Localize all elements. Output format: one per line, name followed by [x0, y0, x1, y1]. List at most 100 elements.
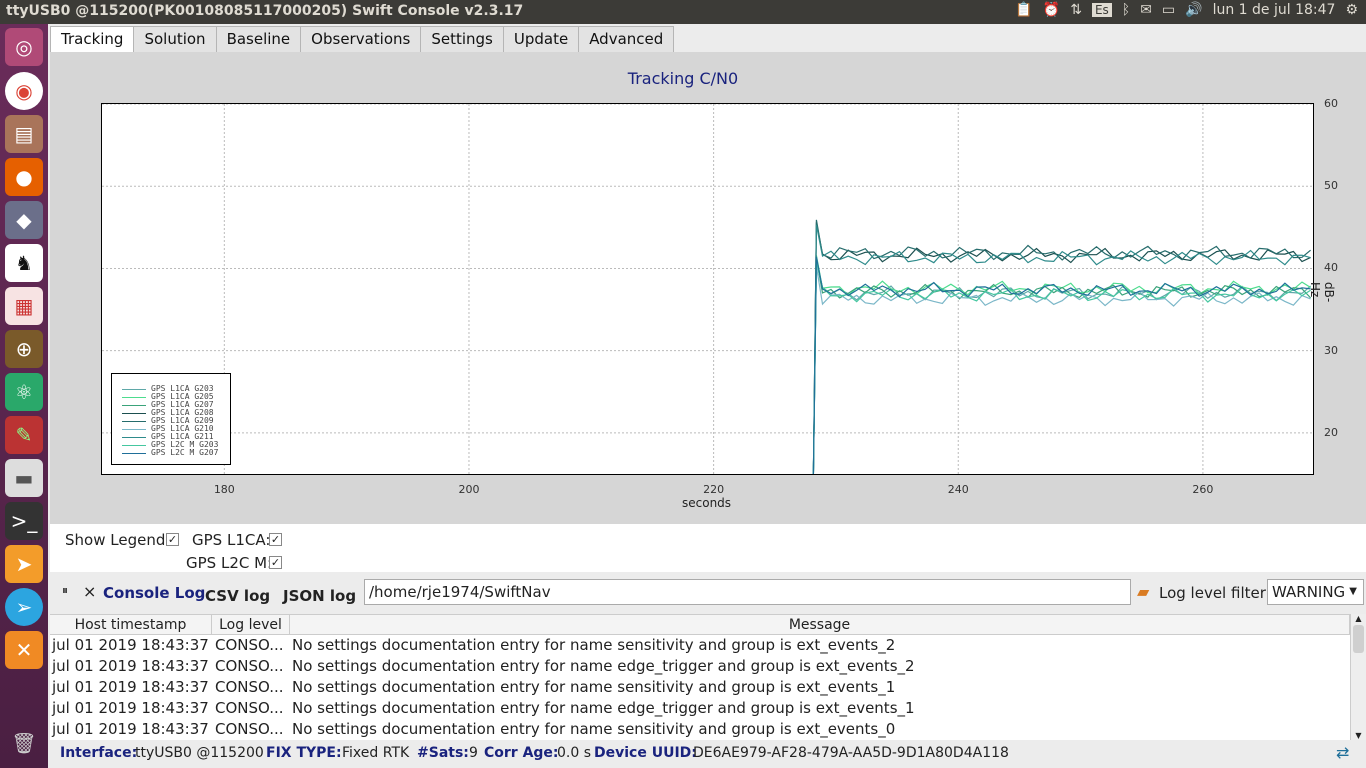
- row-timestamp: jul 01 2019 18:43:37: [52, 657, 209, 675]
- col-message[interactable]: Message: [290, 615, 1350, 635]
- x-tick-label: 200: [458, 483, 480, 496]
- log-table[interactable]: Host timestamp Log level Message jul 01 …: [50, 614, 1366, 740]
- battery-icon[interactable]: ▭: [1161, 2, 1176, 18]
- interface-label: Interface:: [60, 745, 138, 761]
- keyboard-language-indicator[interactable]: Es: [1091, 3, 1112, 17]
- device-uuid-label: Device UUID:: [594, 745, 697, 761]
- disk-drive-icon[interactable]: ▬: [5, 459, 43, 497]
- main-tabs: Tracking Solution Baseline Observations …: [50, 26, 675, 53]
- series-line: [812, 261, 1311, 474]
- settings-gear-icon[interactable]: ⚙: [1345, 2, 1358, 18]
- scroll-up-icon[interactable]: ▲: [1355, 614, 1362, 623]
- clipboard-icon[interactable]: 📋: [1015, 2, 1033, 18]
- legend-entry: GPS L1CA G205: [122, 393, 214, 401]
- gps-l1ca-label: GPS L1CA:: [192, 531, 271, 549]
- tab-baseline[interactable]: Baseline: [215, 26, 302, 52]
- show-legend-label: Show Legend:: [65, 531, 171, 549]
- x-tick-label: 260: [1192, 483, 1214, 496]
- row-level: CONSO...: [215, 678, 284, 696]
- volume-icon[interactable]: 🔊: [1185, 2, 1203, 18]
- legend-label: GPS L1CA G207: [151, 400, 214, 409]
- console-log-tab[interactable]: Console Log: [103, 584, 206, 602]
- log-level-filter-label: Log level filter:: [1159, 584, 1271, 602]
- legend-label: GPS L2C M G203: [151, 440, 219, 449]
- legend-label: GPS L1CA G205: [151, 392, 214, 401]
- legend-swatch: [122, 436, 146, 438]
- legend-label: GPS L1CA G209: [151, 416, 214, 425]
- csv-log-tab[interactable]: CSV log: [205, 587, 271, 605]
- scroll-thumb[interactable]: [1353, 625, 1364, 653]
- legend-entry: GPS L1CA G211: [122, 433, 214, 441]
- x-axis-label: seconds: [682, 496, 732, 510]
- xampp-icon[interactable]: ✕: [5, 631, 43, 669]
- plot-title: Tracking C/N0: [627, 69, 739, 88]
- log-level-select[interactable]: WARNING ▼: [1267, 579, 1364, 605]
- tab-solution[interactable]: Solution: [133, 26, 217, 52]
- ethereum-icon[interactable]: ◆: [5, 201, 43, 239]
- gps-l1ca-checkbox[interactable]: ✓: [269, 533, 282, 546]
- terminal-icon[interactable]: >_: [5, 502, 43, 540]
- tab-update[interactable]: Update: [502, 26, 580, 52]
- atom-icon[interactable]: ⚛: [5, 373, 43, 411]
- tab-advanced[interactable]: Advanced: [578, 26, 675, 52]
- pause-button[interactable]: ⏸: [62, 583, 69, 597]
- popcorn-icon[interactable]: ▦: [5, 287, 43, 325]
- y-tick-label: 50: [1324, 179, 1338, 193]
- row-timestamp: jul 01 2019 18:43:37: [52, 699, 209, 717]
- telegram-icon[interactable]: ➢: [5, 588, 43, 626]
- row-message: No settings documentation entry for name…: [292, 636, 896, 654]
- file-cabinet-icon[interactable]: ▤: [5, 115, 43, 153]
- fix-type-label: FIX TYPE:: [266, 745, 342, 761]
- legend-entry: GPS L2C M G207: [122, 449, 218, 457]
- legend-swatch: [122, 420, 146, 422]
- y-tick-label: 40: [1324, 261, 1338, 275]
- tracking-controls: Show Legend: ✓ GPS L1CA: ✓ GPS L2C M: ✓: [50, 524, 1366, 572]
- table-row[interactable]: jul 01 2019 18:43:37 CONSO... No setting…: [50, 719, 1350, 738]
- bluetooth-icon[interactable]: ᛒ: [1121, 2, 1131, 18]
- col-log-level[interactable]: Log level: [212, 615, 290, 635]
- ubuntu-logo-icon[interactable]: ◎: [5, 28, 43, 66]
- gps-l2cm-label: GPS L2C M:: [186, 554, 273, 572]
- y-axis-label: dB-Hz: [1308, 282, 1336, 303]
- legend-entry: GPS L1CA G203: [122, 385, 214, 393]
- log-scrollbar[interactable]: ▲ ▼: [1350, 614, 1366, 740]
- chrome-icon[interactable]: ◉: [5, 72, 43, 110]
- json-log-tab[interactable]: JSON log: [283, 587, 357, 605]
- log-path-input[interactable]: /home/rje1974/SwiftNav: [364, 579, 1131, 605]
- col-host-timestamp[interactable]: Host timestamp: [50, 615, 212, 635]
- scroll-down-icon[interactable]: ▼: [1355, 731, 1362, 740]
- legend-label: GPS L1CA G211: [151, 432, 214, 441]
- chevron-down-icon: ▼: [1349, 586, 1357, 597]
- target-app-icon[interactable]: ⊕: [5, 330, 43, 368]
- network-transfer-icon[interactable]: ⇅: [1070, 2, 1082, 18]
- connection-icon[interactable]: ⇄: [1336, 743, 1350, 762]
- close-button[interactable]: ×: [83, 582, 97, 601]
- clock[interactable]: lun 1 de jul 18:47: [1212, 2, 1336, 18]
- legend-swatch: [122, 452, 146, 454]
- firefox-icon[interactable]: ●: [5, 158, 43, 196]
- gps-l2cm-checkbox[interactable]: ✓: [269, 556, 282, 569]
- row-message: No settings documentation entry for name…: [292, 678, 896, 696]
- show-legend-checkbox[interactable]: ✓: [166, 533, 179, 546]
- mail-icon[interactable]: ✉: [1140, 2, 1152, 18]
- orange-app-icon[interactable]: ➤: [5, 545, 43, 583]
- alarm-clock-icon[interactable]: ⏰: [1042, 2, 1061, 18]
- device-uuid-value: DE6AE979-AF28-479A-AA5D-9D1A80D4A118: [693, 745, 1009, 761]
- legend-swatch: [122, 404, 146, 406]
- tab-observations[interactable]: Observations: [300, 26, 422, 52]
- folder-icon[interactable]: ▰: [1137, 582, 1150, 601]
- corr-age-label: Corr Age:: [484, 745, 559, 761]
- red-app-icon[interactable]: ✎: [5, 416, 43, 454]
- tab-tracking[interactable]: Tracking: [50, 26, 135, 53]
- bull-app-icon[interactable]: ♞: [5, 244, 43, 282]
- trash-icon[interactable]: 🗑: [11, 731, 37, 755]
- plot-area[interactable]: [101, 103, 1314, 475]
- tab-settings[interactable]: Settings: [420, 26, 504, 52]
- cn0-chart: [102, 104, 1313, 474]
- series-line: [812, 256, 1311, 474]
- row-message: No settings documentation entry for name…: [292, 657, 915, 675]
- top-panel: ttyUSB0 @115200(PK00108085117000205) Swi…: [0, 0, 1366, 24]
- legend-entry: GPS L1CA G210: [122, 425, 214, 433]
- legend-entry: GPS L1CA G207: [122, 401, 214, 409]
- window-title: ttyUSB0 @115200(PK00108085117000205) Swi…: [6, 3, 524, 19]
